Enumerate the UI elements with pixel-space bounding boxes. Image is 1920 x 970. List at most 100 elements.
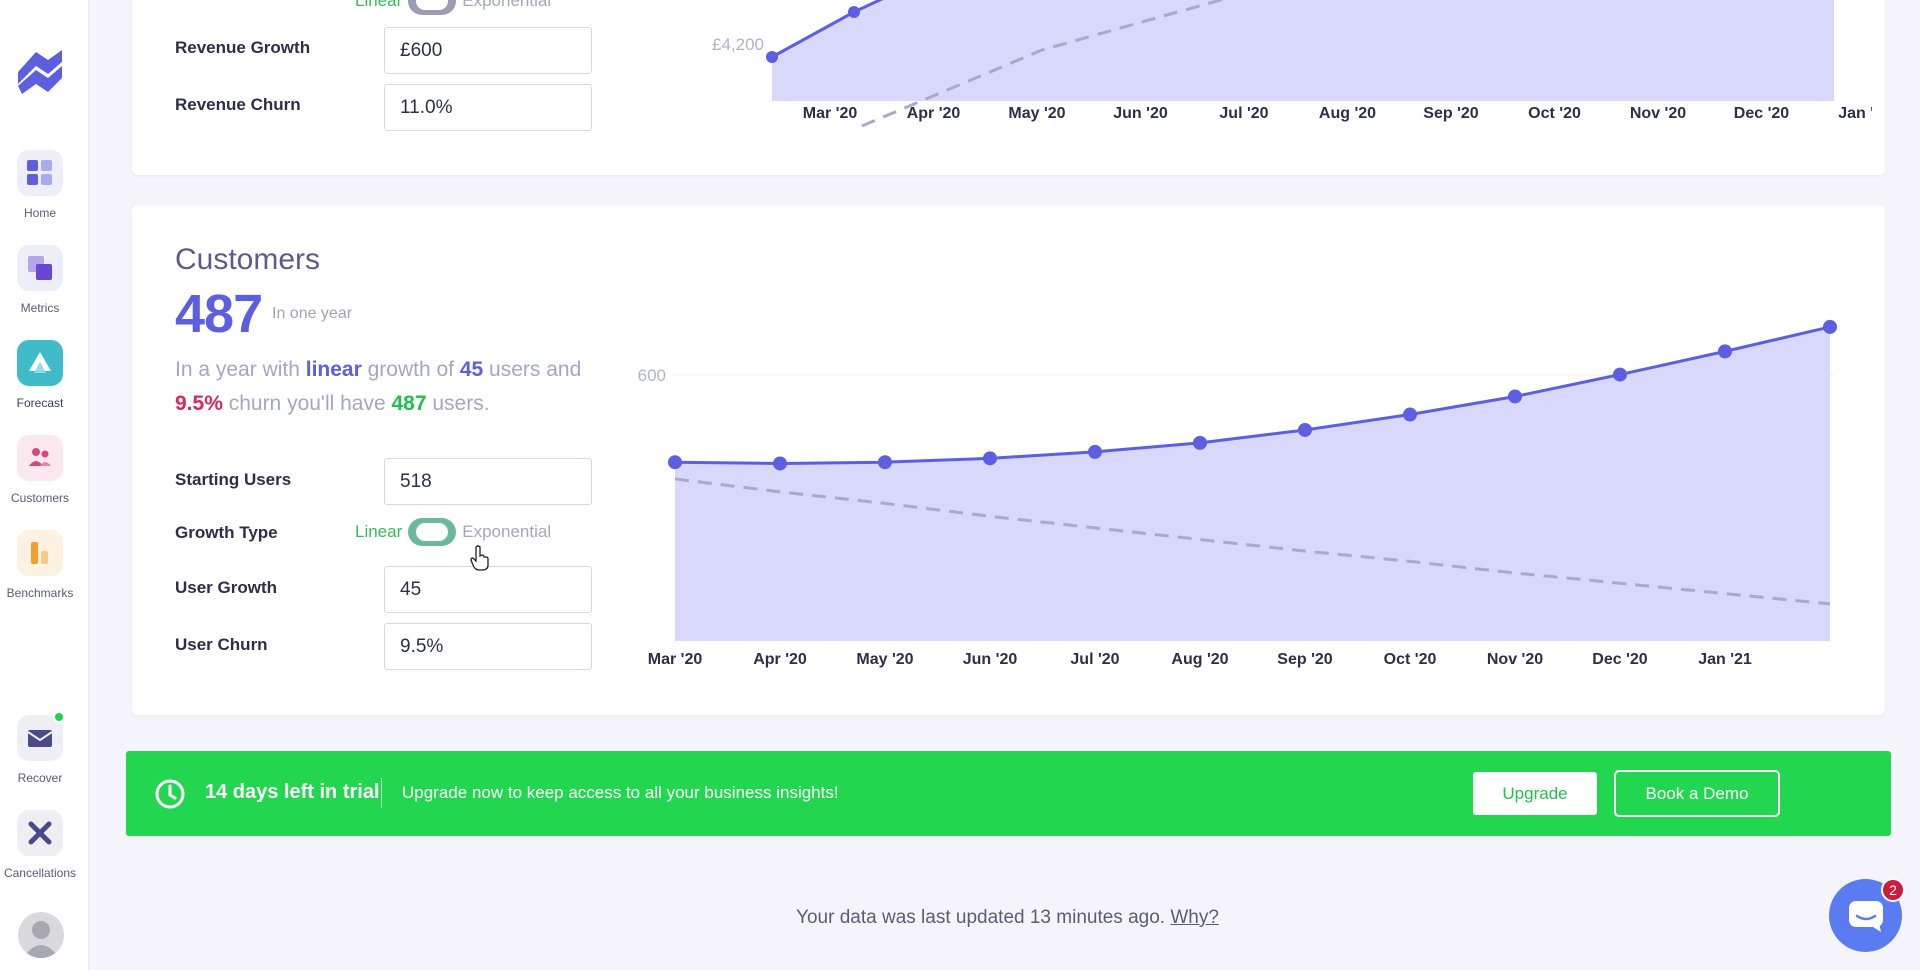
book-demo-button[interactable]: Book a Demo [1614,770,1780,817]
cross-icon [17,810,63,856]
revenue-x-tick-label: Nov '20 [1630,105,1686,122]
data-point[interactable] [1193,435,1207,450]
data-point[interactable] [1088,444,1102,459]
revenue-growth-type-toggle[interactable]: Linear Exponential [355,0,551,16]
forecast-summary: In a year with linear growth of 45 users… [175,358,582,415]
trial-banner: 14 days left in trial Upgrade now to kee… [126,751,1891,836]
data-point[interactable] [1403,407,1417,422]
last-updated-note: Your data was last updated 13 minutes ag… [796,907,1219,928]
starting-users-input[interactable]: 518 [384,458,592,505]
data-point[interactable] [1298,422,1312,437]
growth-type-toggle[interactable]: Linear Exponential [355,517,551,547]
toggle-option-linear[interactable]: Linear [355,522,403,541]
trial-days-left: 14 days left in trial [205,781,380,803]
people-icon [17,435,63,481]
sidebar-item-label: Recover [17,771,63,785]
revenue-x-tick-label: Aug '20 [1319,105,1376,122]
customer-count: 487 [175,284,263,344]
churn-series-line [674,477,1831,606]
sidebar-item-label: Forecast [16,396,64,410]
data-point[interactable] [1508,389,1522,404]
revenue-x-tick-label: Jun '20 [1113,105,1168,122]
revenue-churn-input[interactable]: 11.0% [384,84,592,131]
revenue-x-tick-label: Sep '20 [1423,105,1478,122]
revenue-x-tick-label: Apr '20 [907,105,961,122]
grid-icon [17,150,63,196]
summary-growth: 45 [459,358,484,381]
starting-users-label: Starting Users [175,470,292,489]
data-point[interactable] [983,451,997,466]
data-point[interactable] [773,456,787,471]
customers-card: Customers 487 In one year In a year with… [132,205,1885,715]
y-tick-label: 600 [638,366,666,385]
data-point[interactable] [1718,344,1732,359]
revenue-x-tick-label: Jul '20 [1219,105,1268,122]
growth-type-label: Growth Type [175,523,278,542]
sidebar-item-cancellations[interactable]: Cancellations [0,810,80,880]
data-point[interactable] [878,455,892,470]
x-tick-label: Jan '21 [1698,651,1752,668]
revenue-chart: £4,200 Mar '20 Apr '20 May '20 Jun '20 Jul '… [712,0,1872,128]
x-tick-label: Nov '20 [1487,651,1543,668]
toggle-option-linear[interactable]: Linear [355,0,403,10]
sidebar-item-benchmarks[interactable]: Benchmarks [0,530,80,600]
sidebar-item-home[interactable]: Home [0,150,80,220]
sidebar-item-metrics[interactable]: Metrics [0,245,80,315]
sidebar-item-label: Customers [10,491,69,505]
x-tick-label: Jun '20 [963,651,1018,668]
x-tick-label: Aug '20 [1171,651,1228,668]
sidebar-item-label: Benchmarks [6,586,74,600]
revenue-x-tick-label: Dec '20 [1734,105,1790,122]
sidebar-item-forecast[interactable]: Forecast [0,340,80,410]
summary-churn: 9.5% [175,392,223,415]
area-fill [675,326,1830,641]
avatar[interactable] [18,912,64,958]
sidebar-item-customers[interactable]: Customers [0,435,80,505]
revenue-churn-label: Revenue Churn [175,95,301,114]
squares-icon [17,245,63,291]
triangle-icon [17,340,63,386]
user-churn-input[interactable]: 9.5% [384,623,592,670]
revenue-x-tick-label: Oct '20 [1528,105,1581,122]
customers-chart: 600 Mar '20 Apr '20 May '20 Jun '20 Jul '20 A… [638,319,1837,668]
revenue-y-tick: £4,200 [712,35,764,54]
sidebar-item-label: Metrics [20,301,60,315]
toggle-switch[interactable] [408,518,457,546]
x-tick-label: Oct '20 [1384,651,1437,668]
user-churn-label: User Churn [175,635,268,654]
revenue-growth-label: Revenue Growth [175,38,311,57]
chat-icon [1848,900,1883,932]
sidebar-item-recover[interactable]: Recover [0,711,80,785]
mail-icon [17,711,65,761]
toggle-option-exponential[interactable]: Exponential [462,0,552,10]
data-point[interactable] [668,455,682,470]
revenue-growth-input[interactable]: £600 [384,27,592,74]
toggle-switch[interactable] [408,0,457,15]
data-point[interactable] [1613,367,1627,382]
customers-series-line [674,325,1831,465]
x-tick-label: Apr '20 [753,651,807,668]
sidebar: Home Metrics Forecast Customers Benchmar… [0,0,89,970]
revenue-x-tick-label: Jan '21 [1838,105,1872,122]
sidebar-item-label: Cancellations [3,866,77,880]
why-link[interactable]: Why? [1170,907,1219,928]
x-tick-label: Sep '20 [1277,651,1332,668]
revenue-card: Linear Exponential Revenue Growth £600 R… [132,0,1885,175]
x-tick-label: May '20 [856,651,913,668]
logo-icon[interactable] [14,46,66,96]
divider [381,778,382,808]
x-tick-label: Dec '20 [1592,651,1648,668]
data-point[interactable] [1823,319,1837,334]
customer-count-subtitle: In one year [272,305,353,322]
upgrade-button[interactable]: Upgrade [1473,772,1597,815]
clock-icon [155,779,185,809]
bars-icon [17,530,63,576]
sidebar-item-label: Home [23,206,56,220]
hand-cursor-icon [470,545,489,571]
user-growth-input[interactable]: 45 [384,566,592,613]
notification-dot [53,711,65,723]
summary-result: 487 [391,392,427,415]
user-growth-label: User Growth [175,578,278,597]
chat-badge: 2 [1881,878,1905,902]
toggle-option-exponential[interactable]: Exponential [462,522,552,541]
